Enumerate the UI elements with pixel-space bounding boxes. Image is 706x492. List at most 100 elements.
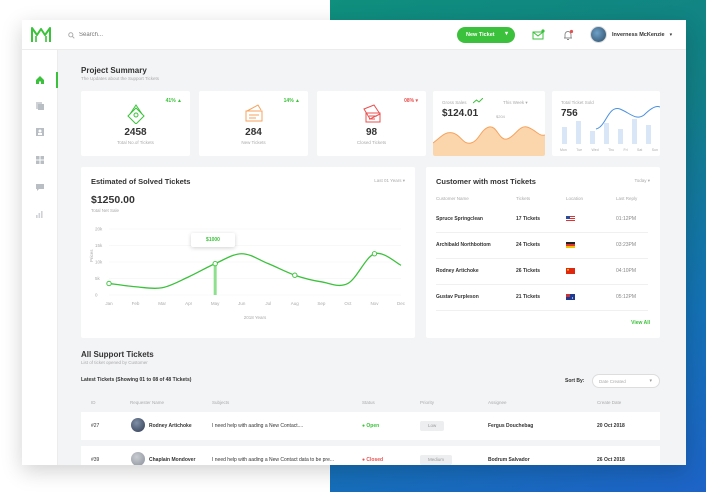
gross-sales-card[interactable]: Gross Sales This Week ▾ $124.01 $204 [433, 91, 545, 156]
customers-period-select[interactable]: Today ▾ [634, 178, 650, 183]
search-input[interactable] [79, 32, 199, 38]
y-axis-label: Prices [89, 249, 94, 262]
table-row[interactable]: #27 Rodney Artichoke I need help with aa… [81, 412, 660, 440]
column-header: Assignee [488, 400, 507, 405]
x-tick-label: Feb [132, 301, 140, 306]
chevron-down-icon: ▾ [504, 31, 508, 37]
solved-line-chart[interactable]: 20k 15k 10k 5k 0 Prices Jan Feb Mar Apr May Jun Jul A… [81, 217, 415, 338]
tickets-sold-value: 756 [561, 108, 578, 119]
view-all-link[interactable]: View All [631, 320, 650, 326]
active-indicator [56, 72, 58, 88]
bell-icon[interactable] [560, 27, 576, 43]
user-menu[interactable]: Inverness McKenzie ▾ [590, 26, 672, 43]
grid-icon [36, 156, 44, 164]
day-label: Mon [560, 148, 567, 152]
last-reply: 05:12PM [616, 294, 637, 300]
search-bar [68, 28, 199, 42]
column-header: Requester Name [130, 400, 165, 405]
sort-select[interactable]: Date Created ▾ [592, 374, 660, 388]
sidebar-item-reports[interactable] [32, 207, 48, 221]
contact-card-icon [36, 128, 44, 136]
avatar [590, 26, 607, 43]
stat-value: 2458 [124, 127, 147, 138]
status-text: Closed [366, 457, 384, 463]
avatar [131, 418, 145, 432]
status-badge: ● Open [362, 423, 380, 429]
sidebar-item-copy[interactable] [32, 99, 48, 113]
sort-value: Date Created [599, 379, 626, 384]
bar [632, 119, 637, 144]
sidebar-item-chat[interactable] [32, 180, 48, 194]
list-item[interactable]: Rodney Artichoke 26 Tickets 04:10PM [436, 259, 648, 285]
create-date: 20 Oct 2018 [597, 423, 625, 429]
column-header: Tickets [516, 196, 531, 201]
column-header: Create Date [597, 400, 622, 405]
last-reply: 03:23PM [616, 242, 637, 248]
x-tick-label: Mar [158, 301, 166, 306]
avatar [131, 452, 145, 465]
x-tick-label: Sep [317, 301, 326, 306]
customer-name: Gustav Purpleson [436, 294, 479, 300]
day-label: Sat [637, 148, 643, 152]
list-item[interactable]: Archibald Northbottom 24 Tickets 03:23PM [436, 233, 648, 259]
customer-tickets: 24 Tickets [516, 242, 541, 248]
data-point [106, 280, 112, 287]
stat-card-closed[interactable]: 08% ▾ 98 Closed Tickets [317, 91, 426, 156]
table-row[interactable]: #39 Chaplain Mondover I need help with a… [81, 446, 660, 465]
support-subtitle: List of ticket opened by Customer [81, 360, 148, 365]
stat-label: Closed Tickets [356, 140, 387, 145]
list-item[interactable]: Gustav Purpleson 21 Tickets 05:12PM [436, 285, 648, 311]
new-ticket-button[interactable]: New Ticket ▾ [457, 27, 515, 43]
ticket-subject: I need help with aading a New Contact da… [212, 457, 335, 463]
stat-card-total[interactable]: 41% ▲ 2458 Total No.of Tickets [81, 91, 190, 156]
solved-value-label: Total Net Sale [91, 208, 120, 213]
support-title: All Support Tickets [81, 350, 154, 359]
chart-tooltip: $1000 [191, 233, 235, 247]
logo-icon[interactable] [30, 26, 52, 44]
priority-badge: Low [420, 421, 445, 431]
tickets-sold-card[interactable]: Total Ticket Sold 756 Mon Tue Wed Thu Fr… [552, 91, 660, 156]
customers-title: Customer with most Tickets [436, 177, 536, 186]
list-item[interactable]: Spruce Springclean 17 Tickets 01:12PM [436, 207, 648, 233]
x-tick-label: Nov [370, 301, 379, 306]
series-line [108, 252, 402, 290]
column-header: ID [91, 400, 96, 405]
y-tick-label: 20k [95, 227, 103, 232]
sidebar-item-home[interactable] [32, 73, 48, 87]
app-window: New Ticket ▾ Inverness McKenzie ▾ [22, 20, 686, 465]
page-subtitle: The Updates about the Support Tickets [81, 76, 160, 81]
priority-badge: Medium [420, 455, 453, 465]
x-tick-label: May [211, 301, 220, 306]
y-tick-label: 5k [95, 276, 101, 281]
x-tick-label: Jan [105, 301, 113, 306]
customer-name: Rodney Artichoke [436, 268, 479, 274]
stat-label: New Tickets [241, 140, 266, 145]
search-icon[interactable] [68, 31, 75, 39]
requester-name: Chaplain Mondover [149, 457, 196, 463]
solved-period-select[interactable]: Last 01 Years ▾ [374, 178, 405, 183]
create-date: 26 Oct 2018 [597, 457, 625, 463]
customer-tickets: 26 Tickets [516, 268, 541, 274]
sidebar-item-contacts[interactable] [32, 125, 48, 139]
sidebar-item-grid[interactable] [32, 153, 48, 167]
bar [562, 127, 567, 144]
stat-value: 284 [245, 127, 262, 138]
de-flag-icon [566, 242, 575, 248]
period-select[interactable]: This Week ▾ [503, 100, 528, 105]
tickets-count: Latest Tickets (Showing 01 to 08 of 48 T… [81, 377, 192, 383]
day-label: Wed [591, 148, 599, 152]
mail-icon[interactable] [530, 27, 546, 43]
stat-value: 98 [365, 127, 378, 138]
stat-card-new[interactable]: 14% ▲ 284 New Tickets [199, 91, 308, 156]
page-title: Project Summary [81, 66, 147, 75]
day-label: Fri [623, 148, 628, 152]
column-header: Last Reply [616, 196, 638, 201]
x-axis-label: 2018 Years [244, 315, 267, 320]
chevron-down-icon: ▾ [649, 378, 652, 384]
y-tick-label: 0 [95, 293, 98, 298]
assignee-name: Bodrum Salvador [488, 457, 530, 463]
x-tick-label: Jul [265, 301, 271, 306]
customer-name: Archibald Northbottom [436, 242, 491, 248]
day-label: Tue [576, 148, 583, 152]
status-badge: ● Closed [362, 457, 384, 463]
